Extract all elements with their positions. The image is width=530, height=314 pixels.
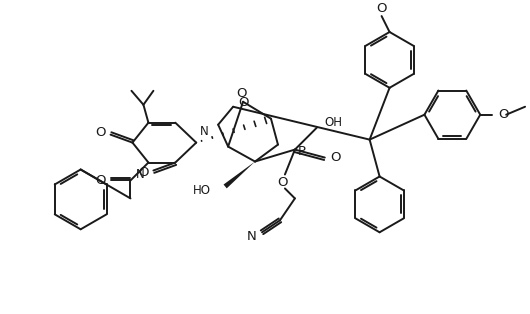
Text: O: O [278,176,288,189]
Text: O: O [95,174,105,187]
Text: P: P [298,145,306,158]
Text: OH: OH [325,116,343,129]
Text: HO: HO [193,184,211,197]
Text: O: O [236,87,246,100]
Text: O: O [238,96,249,109]
Text: O: O [498,108,509,121]
Text: N: N [200,125,209,138]
Text: N: N [136,168,145,181]
Text: O: O [376,2,387,14]
Text: O: O [95,126,105,139]
Text: N: N [246,230,256,243]
Text: O: O [138,166,148,179]
Polygon shape [224,161,255,188]
Text: O: O [330,151,340,164]
